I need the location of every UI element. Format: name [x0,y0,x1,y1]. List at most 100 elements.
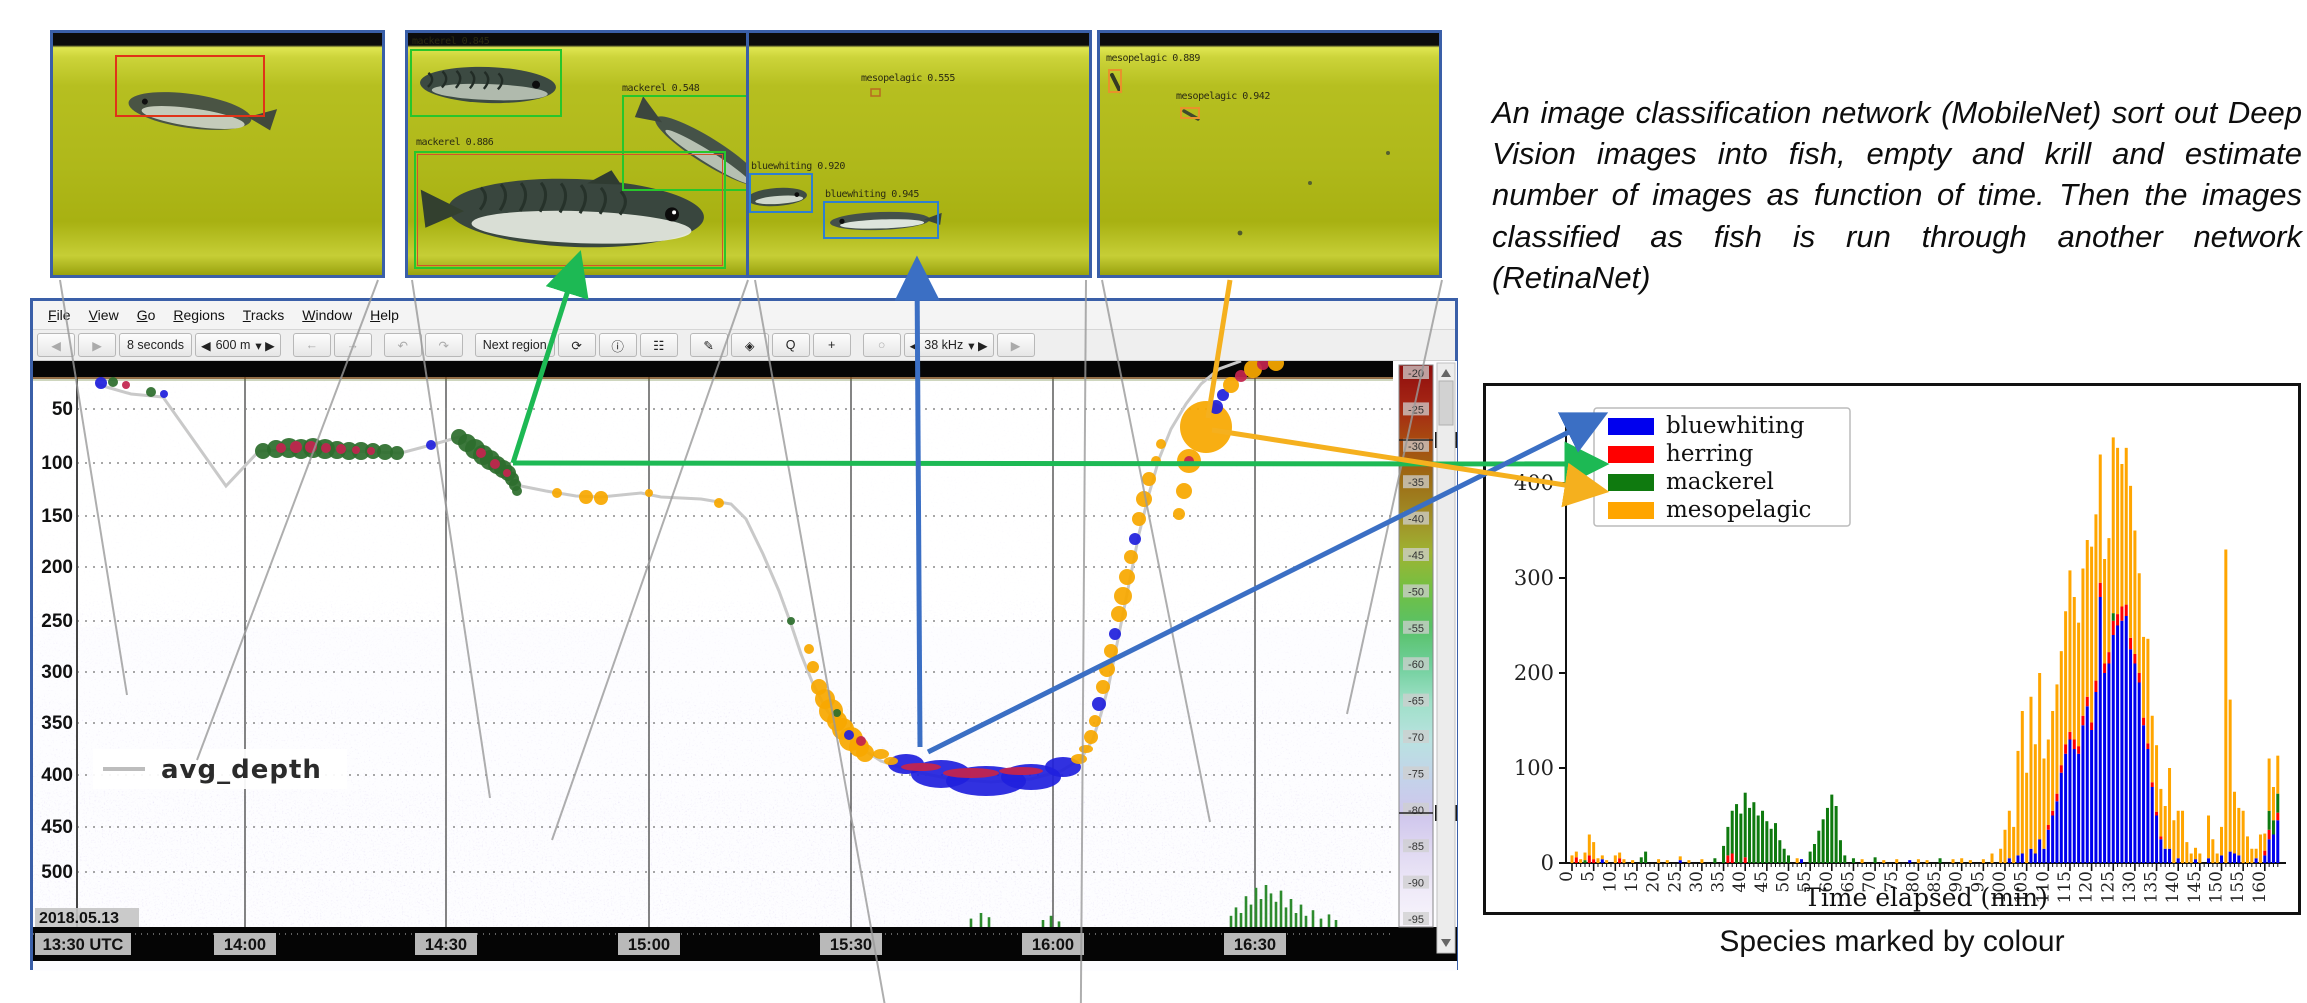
menu-view[interactable]: View [88,307,119,323]
bar-segment [2068,739,2072,863]
x-tick: 0 [1557,871,1577,882]
colorbar-tick: -70 [1408,732,1424,744]
bar-segment [2232,791,2236,854]
detection-blob-mesopelagic [1151,456,1161,466]
scrollbar-thumb[interactable] [1438,380,1454,426]
detection-blob-bluewhiting [160,390,168,398]
back-button[interactable]: ← [292,333,331,357]
detection-blob-mesopelagic [1084,730,1098,744]
refresh-icon[interactable]: ⟳ [557,333,596,357]
bar-segment [2133,663,2137,863]
bar-segment [1981,859,1985,863]
colorbar-tick: -35 [1408,477,1424,489]
detection-blob-mesopelagic [645,489,653,497]
menu-window[interactable]: Window [302,307,353,323]
x-tick: 10 [1600,871,1620,893]
bar-segment [1587,834,1591,856]
x-tick: 75 [1882,871,1902,893]
deepvision-image-3: mesopelagic 0.555 bluewhiting 0.920 blue… [746,30,1092,278]
depth-tick: 250 [41,611,73,632]
prev-ping-button[interactable]: ◀ [37,333,75,357]
detection-blob-herring [352,446,360,454]
legend-label-mesopelagic: mesopelagic [1666,497,1811,523]
undo-button[interactable]: ↶ [383,333,422,357]
bar-segment [2232,853,2236,863]
detection-blob-bluewhiting [844,730,854,740]
bar-segment [2142,717,2146,726]
colorbar-tick: -40 [1408,514,1424,526]
detection-label: mackerel 0.548 [622,83,700,94]
bar-segment [2168,768,2172,849]
bar-segment [1743,792,1747,858]
detection-bbox [115,55,265,117]
bar-segment [2189,853,2193,863]
menu-go[interactable]: Go [136,307,156,323]
next-ping-button[interactable]: ▶ [78,333,116,357]
bar-segment [2072,749,2076,863]
tracks-icon[interactable]: ☷ [639,333,678,357]
menu-regions[interactable]: Regions [173,307,225,323]
detection-blob-mesopelagic [579,490,593,504]
pencil-icon[interactable]: ✎ [689,333,728,357]
bar-segment [2025,772,2029,863]
zoom-in-icon[interactable]: + [812,333,851,357]
colorbar-tick: -75 [1408,768,1424,780]
bar-segment [1769,828,1773,863]
sync-icon[interactable]: ○ [862,333,901,357]
echosounder-window: File View Go Regions Tracks Window Help ◀ ▶ 8 se… [30,298,1461,971]
bar-segment [2090,546,2094,723]
forward-button[interactable]: → [333,333,372,357]
scroll-up-icon[interactable] [1441,369,1451,377]
detection-bbox [749,173,813,213]
ping-time-button[interactable]: 8 seconds [119,333,192,357]
redo-button[interactable]: ↷ [424,333,463,357]
bar-segment [1644,851,1648,863]
chart-caption: Species marked by colour [1719,925,2065,958]
colorbar-tick: -25 [1408,404,1424,416]
bar-segment [1752,802,1756,863]
bar-segment [1726,855,1730,863]
bar-segment [2064,744,2068,754]
date-label: 2018.05.13 [39,910,119,927]
detection-bbox [414,151,726,269]
channel-next-button[interactable]: ▶ [996,333,1035,357]
bar-segment [2046,829,2050,863]
menu-help[interactable]: Help [370,307,399,323]
eraser-icon[interactable]: ◈ [730,333,769,357]
bar-segment [1999,848,2003,863]
detection-blob-mackerel [390,446,404,460]
vertical-scrollbar[interactable] [1436,362,1456,954]
bar-segment [1951,859,1955,863]
range-combo[interactable]: ◀ 600 m ▾ ▶ [194,333,281,357]
school-mass-mesopelagic [884,757,898,765]
detection-bbox [1108,69,1122,93]
bar-segment [2090,730,2094,863]
bar-segment [1700,859,1704,863]
x-tick: 100 [1990,871,2010,903]
bar-segment [2168,848,2172,863]
frequency-combo[interactable]: ◀ 38 kHz ▾ ▶ [903,333,994,357]
bar-segment [1570,855,1574,863]
detection-blob-herring [476,448,486,458]
x-tick: 35 [1709,871,1729,893]
menu-tracks[interactable]: Tracks [242,307,285,323]
colorbar-tick: -30 [1408,441,1424,453]
next-region-button[interactable]: Next region [474,333,555,357]
bar-segment [2012,826,2016,863]
colorbar-tick: -90 [1408,878,1424,890]
bar-segment [1579,859,1583,863]
x-tick: 120 [2077,871,2097,903]
zoom-icon[interactable]: Q [771,333,810,357]
bar-segment [2098,454,2102,583]
scroll-down-icon[interactable] [1441,939,1451,947]
bar-segment [2146,638,2150,744]
x-tick: 160 [2250,871,2270,903]
bar-segment [2020,853,2024,863]
bar-segment [2029,848,2033,863]
info-icon[interactable]: ⓘ [598,333,637,357]
bar-segment [1730,810,1734,854]
menu-file[interactable]: File [48,307,71,323]
colorbar-tick: -20 [1408,368,1424,380]
bar-segment [2007,858,2011,863]
